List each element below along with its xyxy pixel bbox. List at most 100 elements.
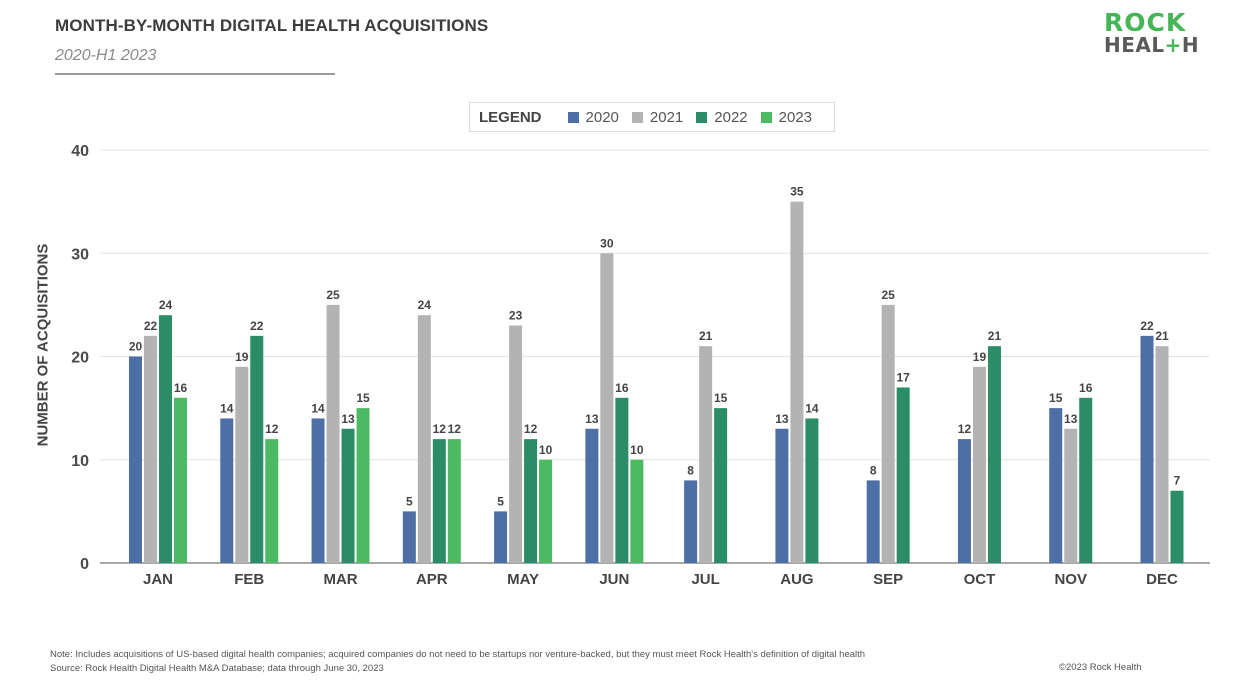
data-label: 10 <box>630 443 644 457</box>
bar-oct-2021 <box>972 366 986 563</box>
data-label: 15 <box>714 391 728 405</box>
data-label: 10 <box>539 443 553 457</box>
data-label: 13 <box>1064 412 1078 426</box>
legend-item-2020: 2020 <box>567 108 619 126</box>
data-label: 22 <box>144 319 158 333</box>
legend-label-2023: 2023 <box>778 108 813 126</box>
bar-may-2020 <box>494 511 508 563</box>
legend-item-2023: 2023 <box>760 108 813 126</box>
data-label: 25 <box>882 288 896 302</box>
bars <box>129 201 1184 563</box>
y-tick-label: 30 <box>71 246 89 263</box>
bar-sep-2021 <box>881 304 895 563</box>
data-label: 8 <box>870 463 877 477</box>
x-axis-ticks: JAN FEB MAR APR MAY JUN JUL AUG SEP OCT NOV DEC <box>143 571 1178 588</box>
bar-feb-2020 <box>220 418 234 563</box>
y-tick-label: 10 <box>71 453 89 470</box>
data-label: 12 <box>433 422 447 436</box>
bar-mar-2022 <box>341 428 355 563</box>
y-tick-label: 0 <box>80 556 89 573</box>
data-label: 12 <box>524 422 538 436</box>
footnote: Note: Includes acquisitions of US-based … <box>50 648 865 676</box>
data-label: 13 <box>775 412 789 426</box>
data-label: 30 <box>600 236 614 250</box>
legend-title: LEGEND <box>479 108 542 126</box>
logo-heal: HEAL <box>1104 33 1165 57</box>
legend-swatch-2020 <box>567 111 579 123</box>
y-tick-label: 20 <box>71 350 89 367</box>
data-label: 21 <box>1155 329 1169 343</box>
bar-mar-2020 <box>311 418 325 563</box>
bar-may-2021 <box>509 325 523 563</box>
x-tick-label: MAY <box>507 571 539 588</box>
data-label: 12 <box>265 422 279 436</box>
y-axis-ticks: 0 10 20 30 40 <box>71 143 89 573</box>
bar-oct-2022 <box>987 346 1001 563</box>
x-tick-label: APR <box>416 571 448 588</box>
legend-label-2020: 2020 <box>585 108 619 126</box>
bar-jan-2023 <box>174 397 187 563</box>
data-label: 16 <box>174 381 188 395</box>
chart-legend: LEGEND 2020 2021 2022 2023 <box>469 102 835 132</box>
data-label: 25 <box>326 288 340 302</box>
legend-label-2022: 2022 <box>714 108 748 126</box>
subtitle-divider <box>55 73 335 75</box>
data-label: 7 <box>1174 474 1181 488</box>
bar-dec-2022 <box>1170 490 1184 563</box>
data-label: 35 <box>790 185 804 199</box>
x-tick-label: SEP <box>873 571 903 588</box>
x-tick-label: JAN <box>143 571 173 588</box>
bar-jun-2020 <box>585 428 599 563</box>
bar-jun-2023 <box>630 459 644 563</box>
logo-h: H <box>1181 33 1200 57</box>
bar-apr-2023 <box>447 439 461 563</box>
bar-sep-2020 <box>866 480 880 563</box>
x-tick-label: MAR <box>323 571 357 588</box>
data-label: 5 <box>406 494 413 508</box>
logo-line-1: ROCK <box>1104 8 1187 37</box>
bar-mar-2021 <box>326 304 340 563</box>
bar-nov-2021 <box>1064 428 1078 563</box>
bar-oct-2020 <box>957 439 971 563</box>
bar-sep-2022 <box>896 387 910 563</box>
bar-nov-2022 <box>1079 397 1093 563</box>
legend-label-2021: 2021 <box>649 108 684 126</box>
copyright: ©2023 Rock Health <box>1059 662 1142 673</box>
bar-jan-2022 <box>159 315 172 563</box>
bar-apr-2020 <box>402 511 416 563</box>
bar-aug-2022 <box>805 418 819 563</box>
bar-aug-2020 <box>775 428 789 563</box>
data-label: 22 <box>1140 319 1154 333</box>
data-label: 20 <box>129 340 143 354</box>
data-label: 12 <box>448 422 462 436</box>
bar-aug-2021 <box>790 201 804 563</box>
bar-apr-2021 <box>417 315 431 563</box>
bar-may-2022 <box>524 439 538 563</box>
bar-feb-2023 <box>265 439 279 563</box>
data-label: 5 <box>497 494 504 508</box>
x-tick-label: JUN <box>599 571 629 588</box>
data-label: 14 <box>220 401 234 415</box>
data-label: 24 <box>159 298 173 312</box>
footnote-note: Note: Includes acquisitions of US-based … <box>50 649 866 660</box>
y-tick-label: 40 <box>71 143 89 160</box>
bar-may-2023 <box>539 459 553 563</box>
bar-nov-2020 <box>1049 408 1063 563</box>
bar-feb-2022 <box>250 335 264 563</box>
data-label: 12 <box>958 422 972 436</box>
bar-jul-2021 <box>699 346 713 563</box>
bar-feb-2021 <box>235 366 249 563</box>
data-label: 15 <box>356 391 370 405</box>
data-label: 23 <box>509 309 523 323</box>
x-tick-label: NOV <box>1054 571 1087 588</box>
logo-line-2: HEAL+H <box>1104 34 1199 56</box>
rock-health-logo: ROCK HEAL+H <box>1104 8 1199 56</box>
bar-jul-2020 <box>684 480 698 563</box>
data-label: 17 <box>897 370 911 384</box>
data-label: 16 <box>1079 381 1093 395</box>
data-label: 19 <box>973 350 987 364</box>
data-label: 21 <box>699 329 713 343</box>
chart-subtitle: 2020-H1 2023 <box>55 47 157 64</box>
